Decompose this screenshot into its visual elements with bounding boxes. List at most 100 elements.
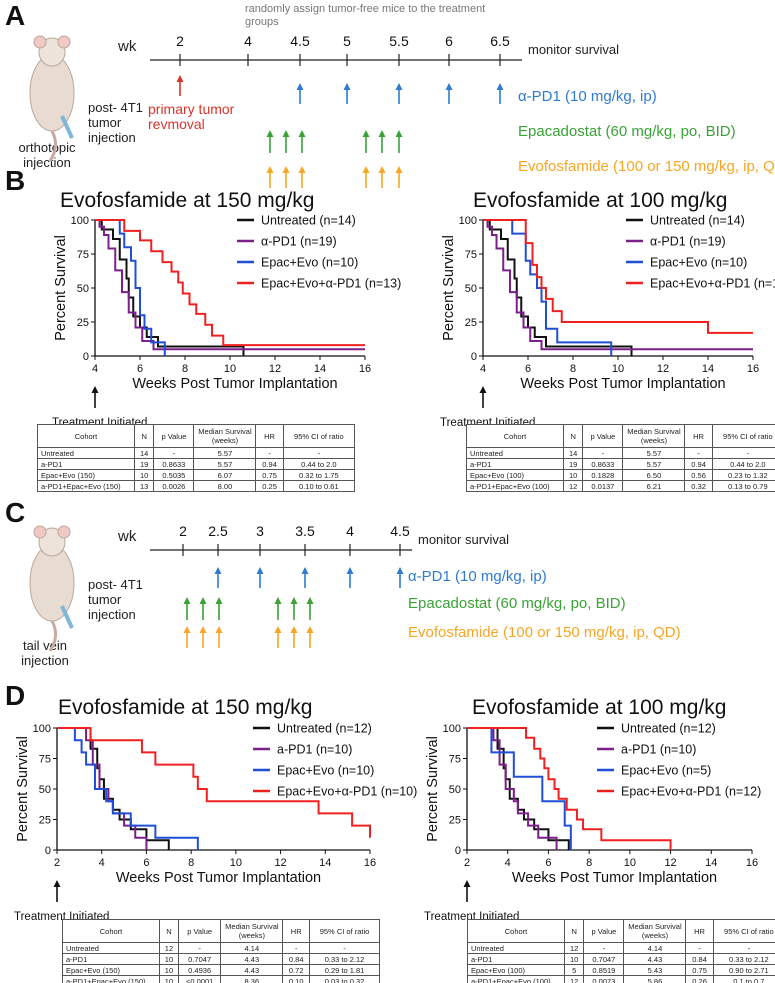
table-cell: 12 — [563, 975, 585, 983]
table-cell: 0.33 to 2.12 — [712, 953, 775, 965]
epac-arrow-head — [282, 130, 290, 137]
table-row: a-PD1+Epac+Evo (100) 12 0.0073 5.86 0.26 0.1 … — [467, 975, 775, 983]
survival-curve-apd1 — [483, 219, 753, 351]
table-cell: Epac+Evo (150) — [37, 469, 135, 481]
epac-arrow-c-head — [290, 597, 298, 604]
table-cell: 0.5035 — [153, 469, 195, 481]
apd1-arrow-c-head — [301, 567, 309, 574]
table-header: N — [562, 424, 584, 448]
table-header: Cohort — [467, 919, 565, 943]
x-tick-label: 8 — [188, 857, 194, 869]
y-tick-label: 75 — [465, 249, 477, 261]
epac-arrow-c-head — [306, 597, 314, 604]
chart-title: Evofosfamide at 100 mg/kg — [473, 189, 727, 212]
table-cell: a-PD1 — [467, 953, 565, 965]
table-cell: 10 — [562, 469, 584, 481]
x-tick-label: 8 — [586, 857, 592, 869]
table-cell: 0.8633 — [153, 458, 195, 470]
survival-curve-epacevo — [467, 727, 572, 850]
x-axis-label: Weeks Post Tumor Implantation — [512, 870, 717, 886]
x-tick-label: 4 — [99, 857, 105, 869]
timeline-a-tick-label: 5.5 — [389, 33, 409, 49]
apd1-arrow-c-head — [214, 567, 222, 574]
table-cell: - — [177, 942, 222, 954]
table-cell: 0.1828 — [582, 469, 624, 481]
y-tick-label: 50 — [465, 283, 477, 295]
table-cell: Epac+Evo (100) — [466, 469, 564, 481]
x-axis-label: Weeks Post Tumor Implantation — [132, 376, 337, 392]
table-cell: 5.43 — [623, 964, 687, 976]
table-cell: 0.8519 — [583, 964, 625, 976]
survival-curve-combo — [483, 219, 753, 334]
table-cell: 8.00 — [193, 480, 257, 492]
table-cell: - — [684, 447, 713, 459]
table-row: a-PD1 19 0.8633 5.57 0.94 0.44 to 2.0 — [37, 458, 356, 470]
timeline-c-tick-label: 4.5 — [390, 523, 410, 539]
table-row: a-PD1 19 0.8633 5.57 0.94 0.44 to 2.0 — [466, 458, 775, 470]
survival-curve-epacevo — [483, 219, 613, 356]
table-row: Untreated 12-4.14- - — [62, 942, 380, 954]
table-cell: 0.90 to 2.71 — [712, 964, 775, 976]
table-cell: 0.0137 — [582, 480, 624, 492]
table-header: HR — [684, 424, 713, 448]
table-cell: 0.29 to 1.81 — [309, 964, 380, 976]
evo-arrow-c-head — [306, 626, 314, 633]
table-header: Median Survival (weeks) — [622, 424, 686, 448]
table-cell: - — [255, 447, 284, 459]
timeline-a-tick-label: 2 — [176, 33, 184, 49]
timeline-c-tick-label: 2.5 — [208, 523, 228, 539]
x-tick-label: 2 — [464, 857, 470, 869]
table-cell: 0.56 — [684, 469, 713, 481]
x-tick-label: 12 — [269, 363, 281, 375]
apd1-arrow-head — [343, 83, 351, 90]
table-cell: 0.75 — [255, 469, 284, 481]
timeline-c-tick-label: 4 — [346, 523, 354, 539]
evo-arrow-c-head — [183, 626, 191, 633]
x-tick-label: 16 — [359, 363, 371, 375]
table-cell: a-PD1 — [37, 458, 135, 470]
survival-curve-epacevo — [95, 219, 166, 356]
table-row: Epac+Evo (100) 5 0.8519 5.43 0.75 0.90 to 2.7… — [467, 964, 775, 976]
table-header: N — [133, 424, 155, 448]
survival-curve-combo — [95, 219, 365, 347]
table-cell: - — [309, 942, 380, 954]
table-row: Epac+Evo (150) 10 0.4936 4.43 0.72 0.29 to 1.… — [62, 964, 380, 976]
table-row: a-PD1 10 0.7047 4.43 0.84 0.33 to 2.12 — [62, 953, 380, 965]
y-tick-label: 25 — [449, 815, 461, 827]
table-cell: 0.26 — [685, 975, 714, 983]
table-cell: a-PD1+Epac+Evo (100) — [467, 975, 565, 983]
syringe-icon — [60, 605, 74, 629]
table-row: Epac+Evo (150) 10 0.5035 6.07 0.75 0.32 to 1.… — [37, 469, 356, 481]
mouse-icon-c — [48, 620, 57, 652]
table-cell: - — [711, 447, 775, 459]
table-header: Cohort — [37, 424, 135, 448]
evo-arrow-head — [362, 166, 370, 173]
table-cell: Epac+Evo (100) — [467, 964, 565, 976]
mouse-icon-c — [33, 525, 47, 539]
table-cell: 6.21 — [622, 480, 686, 492]
table-cell: a-PD1+Epac+Evo (100) — [466, 480, 564, 492]
legend-label: Untreated (n=12) — [621, 722, 716, 736]
assign-note: randomly assign tumor-free mice to the t… — [245, 3, 486, 28]
table-row: Epac+Evo (100) 10 0.1828 6.50 0.56 0.23 to 1.… — [466, 469, 775, 481]
table-header: 95% CI of ratio — [711, 424, 775, 448]
survival-curve-untreated — [57, 727, 170, 850]
table-header: Median Survival (weeks) — [220, 919, 284, 943]
survival-curve-apd1 — [95, 219, 365, 351]
table-cell: 6.07 — [193, 469, 257, 481]
site-label: orthotopic injection — [18, 140, 76, 170]
epac-arrow-head — [266, 130, 274, 137]
legend-label: Untreated (n=14) — [261, 214, 356, 228]
table-cell: 0.0026 — [153, 480, 195, 492]
table-cell: 0.7047 — [583, 953, 625, 965]
chart-title: Evofosfamide at 150 mg/kg — [60, 189, 314, 212]
table-cell: - — [685, 942, 714, 954]
apd1-arrow-head — [496, 83, 504, 90]
table-cell: 12 — [563, 942, 585, 954]
timeline-c-tick-label: 3.5 — [295, 523, 315, 539]
legend-label: Epac+Evo (n=10) — [261, 256, 358, 270]
table-cell: 0.7047 — [177, 953, 222, 965]
y-tick-label: 100 — [459, 215, 477, 227]
